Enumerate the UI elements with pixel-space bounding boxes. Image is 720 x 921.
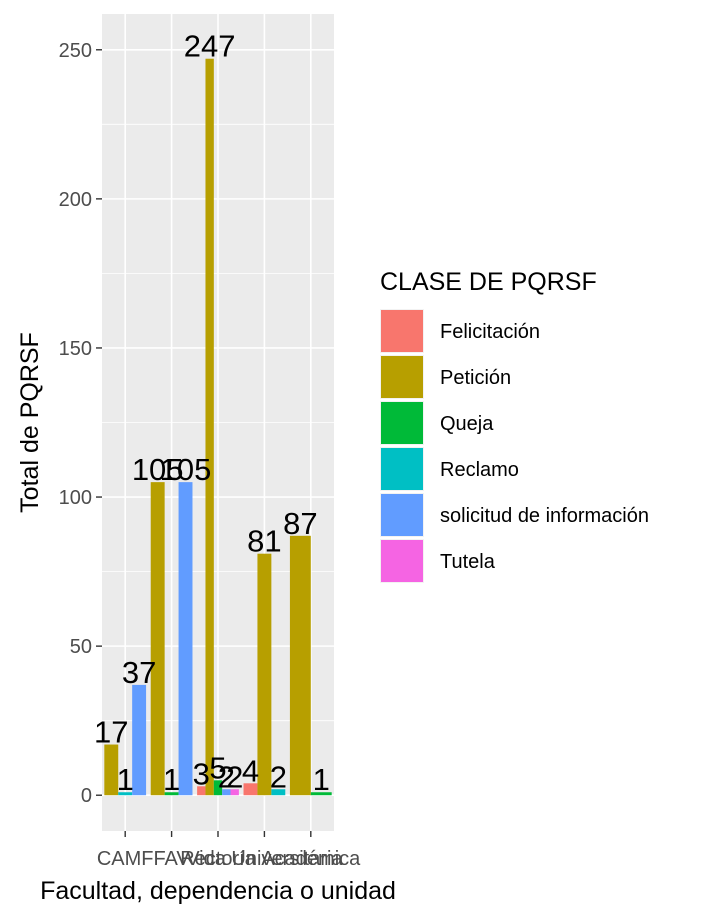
legend-swatch [381,356,423,398]
legend-swatch [381,494,423,536]
data-label: 5 [209,750,226,785]
bar [164,792,179,796]
legend-label: Queja [440,413,494,435]
bars [104,58,332,796]
legend-swatch [381,310,423,352]
data-label: 1 [117,762,134,797]
y-tick-label: 200 [59,189,92,211]
data-label: 4 [242,753,259,788]
bar [150,482,165,796]
legend: CLASE DE PQRSF Felicitación Petición Queja… [380,268,649,583]
legend-label: Reclamo [440,459,519,481]
bar [118,792,133,796]
y-tick-label: 100 [59,487,92,509]
bar [213,780,223,796]
legend-label: solicitud de información [440,505,649,527]
legend-label: Felicitación [440,321,540,343]
bar [222,789,231,796]
data-label: 17 [94,715,128,750]
bar [104,744,119,796]
data-label: 105 [132,452,184,487]
data-label: 1 [313,762,330,797]
x-tick-label: FAV [153,848,190,870]
bar [271,789,286,796]
bar [132,684,147,796]
legend-swatch [381,402,423,444]
y-tick-label: 0 [81,785,92,807]
legend-label: Petición [440,367,511,389]
bar [205,58,214,796]
data-label: 37 [122,655,156,690]
y-tick-label: 250 [59,40,92,62]
data-label: 2 [226,759,243,794]
y-tick-label: 50 [70,636,92,658]
data-label: 3 [193,756,210,791]
bar [289,535,311,796]
x-tick-label: Vida Universitaria [186,848,343,870]
data-label: 2 [270,759,287,794]
legend-label: Tutela [440,551,496,573]
x-axis-title: Facultad, dependencia o unidad [40,877,396,905]
data-label: 81 [247,524,281,559]
data-label: 1 [163,762,180,797]
bar [178,482,193,796]
bar [310,792,332,796]
bar [230,789,239,796]
bar [197,786,206,796]
y-axis: 0 50 100 150 200 250 [59,40,102,807]
x-tick-label: Académica [261,848,361,870]
bar [243,783,258,796]
y-axis-title: Total de PQRSF [16,332,44,513]
legend-swatch [381,448,423,490]
y-tick-label: 150 [59,338,92,360]
legend-swatch [381,540,423,582]
data-label: 87 [283,506,317,541]
x-tick-label: CAMF [97,848,154,870]
legend-title: CLASE DE PQRSF [380,268,597,296]
data-label: 2 [218,759,235,794]
data-label: 247 [184,29,236,64]
x-tick-label: Rectoría [180,848,256,870]
data-label: 105 [160,452,212,487]
bar [257,553,272,796]
